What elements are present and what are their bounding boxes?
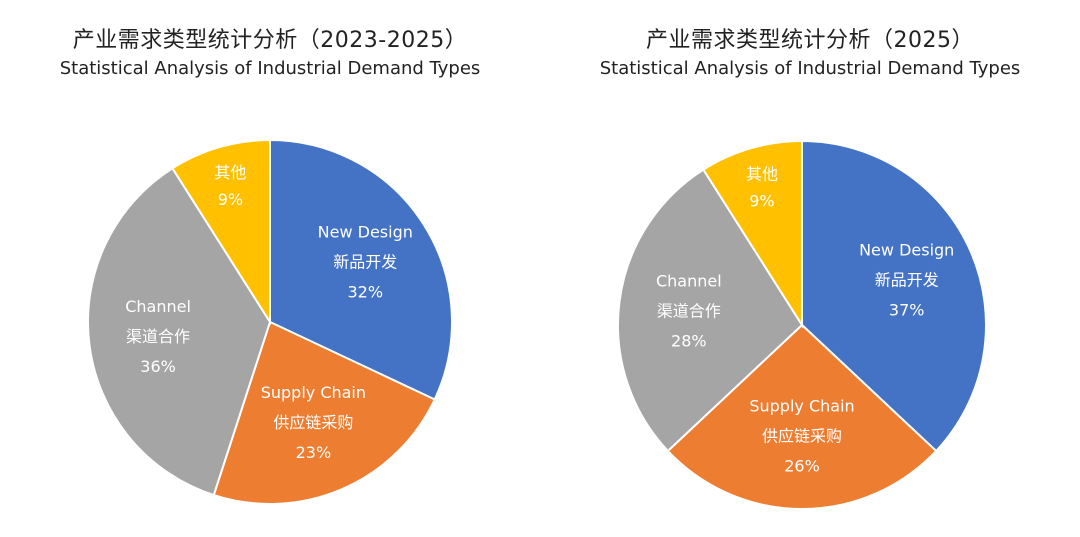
- slice-label-cn: 其他: [214, 163, 246, 182]
- slice-label-cn: 其他: [746, 165, 778, 184]
- pie-svg: New Design 新品开发 37% Supply Chain 供应链采购 26% Cha…: [617, 139, 987, 510]
- slice-label-cn: 供应链采购: [273, 413, 353, 432]
- slice-label-cn: 新品开发: [875, 271, 939, 290]
- slice-value-label: 37%: [889, 301, 925, 320]
- slice-label-cn: 渠道合作: [126, 327, 190, 346]
- pie-chart-2025: 产业需求类型统计分析（2025） Statistical Analysis of…: [540, 0, 1080, 537]
- slice-label-cn: 渠道合作: [657, 302, 721, 321]
- slice-label-en: New Design: [318, 223, 413, 242]
- slice-value-label: 23%: [296, 443, 332, 462]
- pie-slice: [617, 168, 804, 453]
- slice-value-label: 32%: [347, 283, 383, 302]
- pie-slice: [171, 138, 271, 326]
- slice-value-label: 9%: [218, 190, 243, 209]
- chart-subtitle: Statistical Analysis of Industrial Deman…: [599, 58, 1021, 79]
- pie-slice: [801, 139, 987, 453]
- slice-value-label: 26%: [784, 456, 820, 475]
- slice-label-cn: 新品开发: [333, 253, 397, 272]
- chart-subtitle: Statistical Analysis of Industrial Deman…: [59, 58, 481, 79]
- chart-title: 产业需求类型统计分析（2023-2025）: [72, 28, 468, 53]
- pie-slice: [87, 166, 272, 497]
- slice-label-en: Supply Chain: [261, 383, 366, 402]
- pie-slice: [269, 138, 453, 401]
- slice-label-cn: 供应链采购: [762, 426, 842, 445]
- slice-label-en: Supply Chain: [749, 396, 854, 415]
- pie-chart-2023-2025: 产业需求类型统计分析（2023-2025） Statistical Analys…: [59, 28, 481, 505]
- pie-slice: [702, 139, 803, 329]
- slice-label-en: Channel: [656, 272, 722, 291]
- slice-label-en: New Design: [859, 241, 954, 260]
- pie-svg: New Design 新品开发 32% Supply Chain 供应链采购 23% Cha…: [87, 138, 453, 505]
- slice-value-label: 9%: [749, 192, 774, 211]
- pie-slice: [666, 323, 938, 510]
- slice-label-en: Channel: [125, 297, 191, 316]
- chart-title: 产业需求类型统计分析（2025）: [646, 28, 974, 53]
- pie-slice: [212, 320, 437, 505]
- slice-value-label: 28%: [671, 332, 707, 351]
- slice-value-label: 36%: [140, 357, 176, 376]
